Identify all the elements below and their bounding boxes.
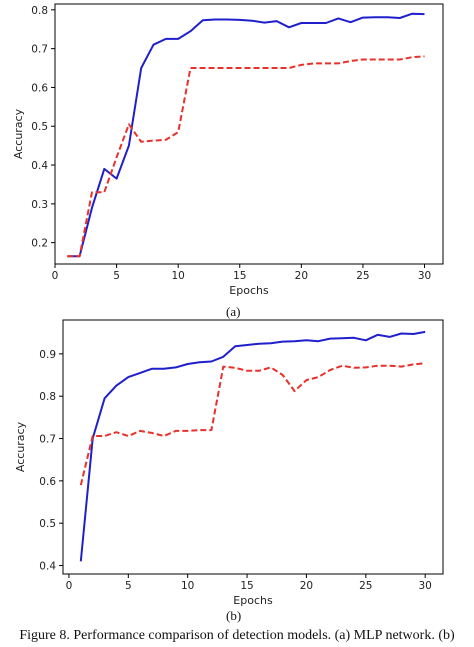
- x-axis-label: Epochs: [233, 594, 273, 607]
- figure-caption: Figure 8. Performance comparison of dete…: [19, 628, 455, 643]
- x-tick-label: 25: [356, 270, 369, 282]
- x-tick-label: 30: [419, 580, 432, 592]
- panel-a-label: (a): [226, 304, 241, 319]
- y-tick-label: 0.8: [31, 5, 48, 17]
- y-tick-label: 0.7: [39, 434, 56, 446]
- x-tick-label: 5: [125, 580, 132, 592]
- dashed-series-line: [79, 362, 426, 486]
- plot-frame: [54, 3, 444, 265]
- x-tick-label: 10: [171, 270, 184, 282]
- x-tick-label: 0: [66, 580, 73, 592]
- x-axis-label: Epochs: [229, 284, 269, 297]
- y-tick-label: 0.5: [39, 518, 56, 530]
- y-tick-label: 0.5: [31, 121, 48, 133]
- x-tick-label: 15: [233, 270, 246, 282]
- panel-b-label: (b): [226, 608, 242, 623]
- y-tick-label: 0.7: [31, 44, 48, 56]
- solid-series-line: [79, 330, 426, 562]
- x-tick-label: 25: [359, 580, 372, 592]
- y-axis-label: Accuracy: [12, 108, 25, 159]
- plot-frame: [62, 319, 444, 575]
- x-tick-label: 15: [240, 580, 253, 592]
- chart-panel-0: 0 5 10 15 20 25 30 0.2 0.3 0.4 0.5 0.6 0.7 0.8 Epochs A…: [12, 3, 444, 297]
- dashed-series-line: [67, 55, 425, 258]
- y-tick-label: 0.6: [31, 82, 48, 94]
- y-tick-label: 0.2: [31, 238, 48, 250]
- x-tick-label: 5: [113, 270, 120, 282]
- y-tick-label: 0.8: [39, 391, 56, 403]
- x-tick-label: 0: [52, 270, 59, 282]
- y-tick-label: 0.4: [31, 160, 48, 172]
- x-tick-label: 10: [181, 580, 194, 592]
- y-tick-label: 0.6: [39, 476, 56, 488]
- chart-panel-1: 0 5 10 15 20 25 30 0.4 0.5 0.6 0.7 0.8 0.9 Epochs Accu…: [14, 319, 444, 607]
- solid-series-line: [67, 12, 425, 258]
- y-tick-label: 0.3: [31, 199, 48, 211]
- x-tick-label: 30: [418, 270, 431, 282]
- x-tick-label: 20: [295, 270, 308, 282]
- y-tick-label: 0.9: [39, 349, 56, 361]
- y-axis-label: Accuracy: [14, 421, 27, 472]
- x-tick-label: 20: [300, 580, 313, 592]
- y-tick-label: 0.4: [39, 561, 56, 573]
